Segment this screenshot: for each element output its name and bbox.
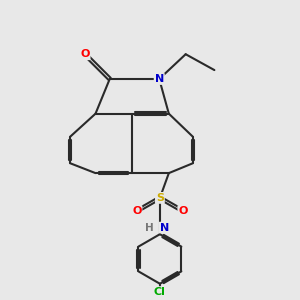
Text: O: O: [178, 206, 188, 216]
Text: H: H: [145, 223, 154, 232]
Text: N: N: [160, 223, 169, 232]
Text: Cl: Cl: [154, 287, 166, 297]
Text: O: O: [80, 49, 90, 59]
Text: O: O: [132, 206, 142, 216]
Text: S: S: [156, 193, 164, 203]
Text: N: N: [154, 74, 164, 84]
